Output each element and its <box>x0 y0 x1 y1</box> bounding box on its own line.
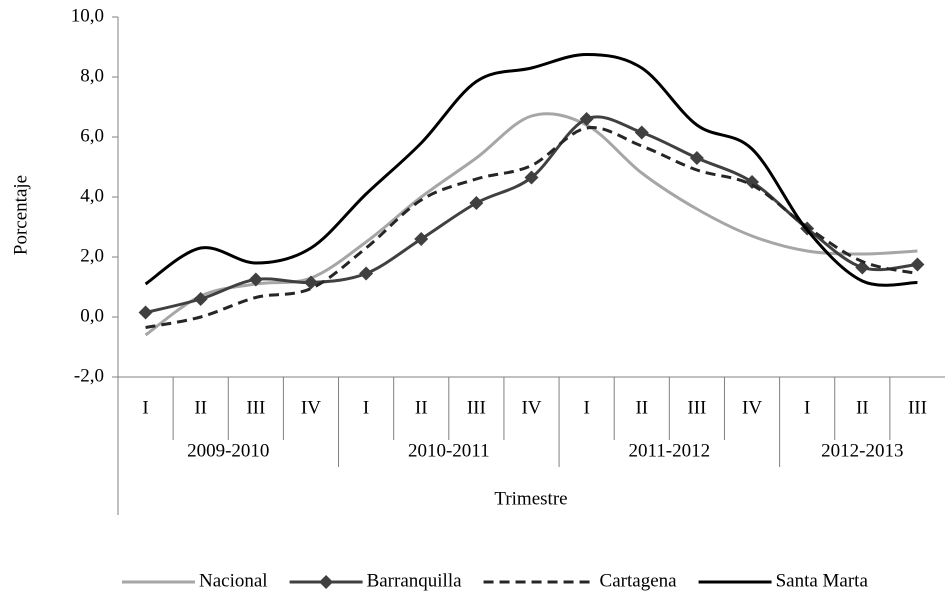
x-tick-label: II <box>856 397 869 418</box>
marker <box>855 260 870 275</box>
group-label: 2012-2013 <box>821 440 903 461</box>
group-label: 2010-2011 <box>408 440 490 461</box>
x-tick-label: IV <box>521 397 541 418</box>
y-axis-title: Porcentaje <box>10 175 31 255</box>
x-tick-label: III <box>467 397 486 418</box>
marker <box>579 112 594 126</box>
x-tick-label: II <box>415 397 428 418</box>
x-tick-label: II <box>194 397 207 418</box>
group-label: 2009-2010 <box>187 440 269 461</box>
series-line <box>144 112 918 337</box>
series-line <box>145 126 918 329</box>
y-tick-label: -2,0 <box>74 365 104 386</box>
x-tick-label: I <box>583 397 589 418</box>
marker <box>524 170 539 185</box>
legend-label: Barranquilla <box>367 570 463 591</box>
y-tick-label: 4,0 <box>80 185 104 206</box>
y-tick-label: 6,0 <box>80 125 104 146</box>
marker <box>414 232 429 246</box>
marker <box>248 272 263 287</box>
x-axis-title: Trimestre <box>494 488 567 509</box>
x-tick-label: IV <box>742 397 762 418</box>
y-tick-label: 8,0 <box>80 65 104 86</box>
legend-label: Santa Marta <box>776 570 869 591</box>
marker <box>193 292 208 306</box>
x-tick-label: III <box>687 397 706 418</box>
series-line <box>144 52 918 287</box>
x-tick-label: I <box>804 397 810 418</box>
x-tick-label: I <box>363 397 369 418</box>
legend-label: Cartagena <box>600 570 678 591</box>
marker <box>303 275 318 290</box>
legend-marker <box>319 575 334 589</box>
marker <box>359 266 374 281</box>
marker <box>689 151 704 165</box>
marker <box>469 196 484 210</box>
legend-label: Nacional <box>199 570 268 591</box>
x-tick-label: II <box>635 397 648 418</box>
x-tick-label: I <box>142 397 148 418</box>
y-tick-label: 10,0 <box>71 5 104 26</box>
y-tick-label: 0,0 <box>80 305 104 326</box>
marker <box>138 305 153 320</box>
marker <box>910 257 925 272</box>
x-tick-label: III <box>908 397 927 418</box>
group-label: 2011-2012 <box>629 440 711 461</box>
y-tick-label: 2,0 <box>80 245 104 266</box>
x-tick-label: III <box>246 397 265 418</box>
x-tick-label: IV <box>301 397 321 418</box>
marker <box>634 125 649 140</box>
